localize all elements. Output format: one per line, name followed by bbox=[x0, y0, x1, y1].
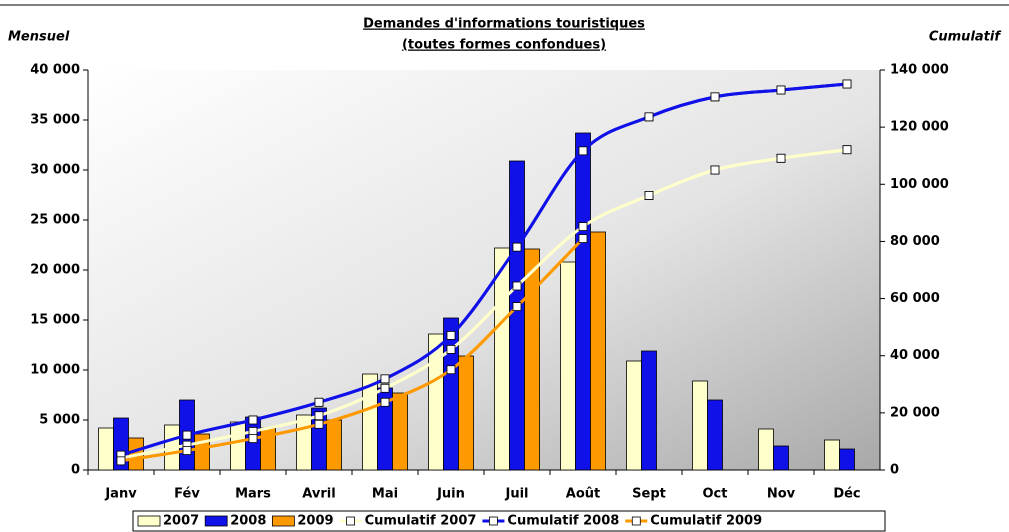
line-marker bbox=[842, 79, 852, 89]
x-tick-label: Sept bbox=[632, 487, 666, 502]
bar bbox=[560, 261, 576, 471]
legend-label: 2009 bbox=[297, 514, 333, 529]
bar bbox=[98, 427, 114, 471]
plot-area bbox=[88, 70, 880, 470]
bar bbox=[641, 350, 657, 471]
line-marker bbox=[380, 383, 390, 393]
line-marker bbox=[182, 430, 192, 440]
legend-label: Cumulatif 2009 bbox=[650, 514, 762, 529]
line-marker bbox=[776, 153, 786, 163]
legend-label: Cumulatif 2008 bbox=[507, 514, 619, 529]
bar bbox=[296, 414, 312, 471]
x-tick-label: Fév bbox=[174, 487, 200, 502]
chart-subtitle: (toutes formes confondues) bbox=[402, 38, 606, 53]
bar bbox=[839, 448, 855, 471]
line-marker bbox=[644, 112, 654, 122]
line-marker bbox=[182, 446, 192, 455]
y2-tick-label: 140 000 bbox=[890, 63, 949, 78]
bar bbox=[692, 380, 708, 471]
y2-axis-label: Cumulatif bbox=[929, 30, 1002, 45]
legend-swatch bbox=[204, 515, 228, 527]
y-tick-label: 0 bbox=[71, 463, 80, 478]
y-tick-label: 35 000 bbox=[30, 113, 80, 128]
legend-swatch bbox=[137, 515, 161, 527]
bar bbox=[245, 416, 261, 471]
line-marker bbox=[314, 419, 324, 429]
line-marker bbox=[248, 415, 258, 425]
line-marker bbox=[710, 92, 720, 102]
x-tick-label: Août bbox=[566, 487, 600, 502]
line-marker bbox=[512, 302, 522, 311]
legend-marker bbox=[489, 516, 498, 526]
bar bbox=[509, 160, 525, 471]
legend-label: 2007 bbox=[163, 514, 199, 529]
y2-tick-label: 60 000 bbox=[890, 291, 940, 306]
bar bbox=[626, 360, 642, 471]
x-tick-label: Mai bbox=[372, 487, 398, 502]
y-tick-label: 30 000 bbox=[30, 163, 80, 178]
x-tick-label: Oct bbox=[703, 487, 728, 502]
legend-label: 2008 bbox=[230, 514, 266, 529]
x-tick-label: Juil bbox=[504, 487, 528, 502]
line-marker bbox=[116, 456, 126, 466]
y-tick-label: 40 000 bbox=[30, 63, 80, 78]
line-marker bbox=[710, 165, 720, 175]
bar bbox=[575, 132, 591, 471]
line-marker bbox=[776, 85, 786, 95]
bar bbox=[590, 231, 606, 471]
line-marker bbox=[380, 374, 390, 384]
line-marker bbox=[512, 281, 522, 291]
legend-box bbox=[132, 510, 886, 532]
legend-marker bbox=[346, 516, 355, 526]
line-marker bbox=[512, 242, 522, 252]
legend-swatch bbox=[271, 515, 295, 527]
y-tick-label: 25 000 bbox=[30, 213, 80, 228]
bar bbox=[326, 419, 342, 471]
line-marker bbox=[446, 345, 456, 354]
line-marker bbox=[248, 434, 258, 443]
y2-tick-label: 0 bbox=[890, 463, 899, 478]
x-tick-label: Mars bbox=[235, 487, 271, 502]
bar bbox=[707, 399, 723, 471]
y2-tick-label: 20 000 bbox=[890, 405, 940, 420]
legend-marker bbox=[631, 516, 641, 526]
x-tick-label: Avril bbox=[302, 487, 335, 502]
line-marker bbox=[644, 191, 654, 200]
y-tick-label: 20 000 bbox=[30, 263, 80, 278]
y-tick-label: 5 000 bbox=[39, 413, 80, 428]
line-marker bbox=[578, 234, 588, 243]
chart-title: Demandes d'informations touristiques bbox=[363, 17, 645, 32]
line-marker bbox=[380, 397, 390, 407]
bar bbox=[194, 433, 210, 471]
line-marker bbox=[578, 222, 588, 231]
x-tick-label: Nov bbox=[767, 487, 796, 502]
x-tick-label: Déc bbox=[833, 487, 860, 502]
line-marker bbox=[314, 411, 324, 421]
line-marker bbox=[446, 365, 456, 375]
y2-tick-label: 40 000 bbox=[890, 348, 940, 363]
legend-label: Cumulatif 2007 bbox=[365, 514, 477, 529]
line-marker bbox=[578, 146, 588, 156]
bar bbox=[524, 248, 540, 471]
x-tick-label: Janv bbox=[104, 487, 137, 502]
x-tick-label: Juin bbox=[436, 487, 465, 502]
line-marker bbox=[446, 331, 456, 340]
bar bbox=[758, 428, 774, 471]
bar bbox=[392, 392, 408, 471]
bar bbox=[494, 247, 510, 471]
bar bbox=[458, 355, 474, 471]
y2-tick-label: 120 000 bbox=[890, 120, 949, 135]
line-marker bbox=[842, 145, 852, 155]
y-tick-label: 15 000 bbox=[30, 313, 80, 328]
line-marker bbox=[314, 397, 324, 407]
y-axis-label: Mensuel bbox=[8, 30, 70, 45]
y2-tick-label: 100 000 bbox=[890, 177, 949, 192]
y2-tick-label: 80 000 bbox=[890, 234, 940, 249]
y-tick-label: 10 000 bbox=[30, 363, 80, 378]
bar bbox=[773, 445, 789, 471]
bar bbox=[824, 439, 840, 471]
bar bbox=[230, 421, 246, 471]
